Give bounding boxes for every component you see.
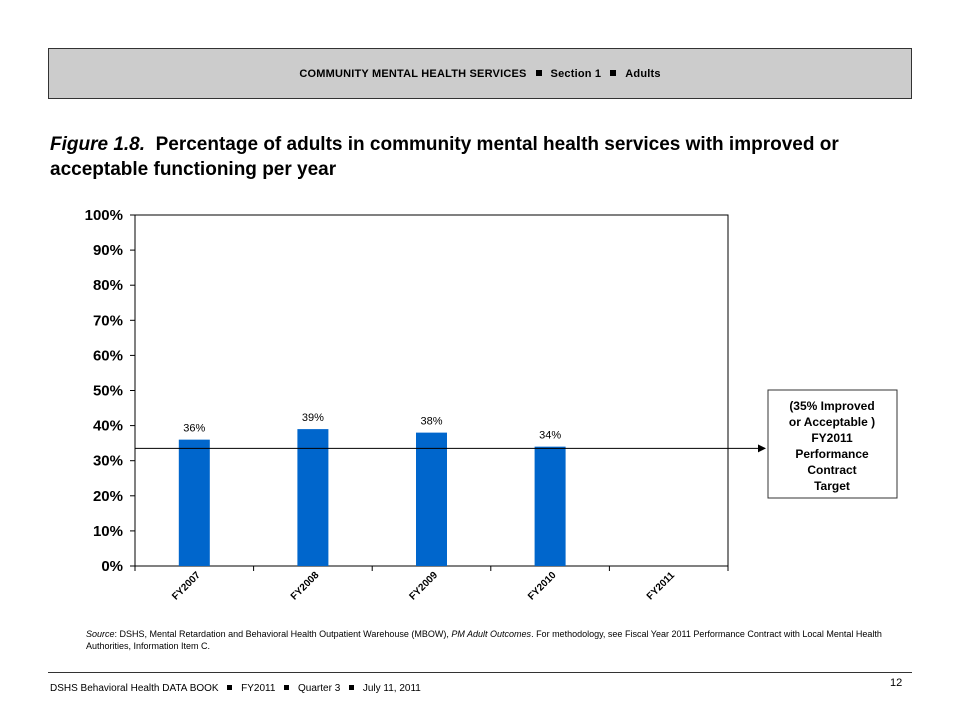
target-label-line: FY2011 bbox=[811, 431, 853, 445]
bullet-square-icon bbox=[284, 684, 290, 690]
figure-title: Figure 1.8. Percentage of adults in comm… bbox=[50, 132, 850, 182]
source-note: Source: DSHS, Mental Retardation and Beh… bbox=[86, 628, 916, 652]
footer-fiscal-year: FY2011 bbox=[241, 683, 276, 694]
data-label: 34% bbox=[539, 430, 561, 442]
target-label-line: (35% Improved bbox=[789, 399, 874, 413]
bar bbox=[178, 439, 210, 566]
bullet-square-icon bbox=[610, 69, 617, 76]
section-header-band: COMMUNITY MENTAL HEALTH SERVICES Section… bbox=[48, 48, 912, 99]
footer-publication: DSHS Behavioral Health DATA BOOK bbox=[50, 683, 219, 694]
header-section-number: Section 1 bbox=[550, 67, 602, 80]
figure-title-text: Percentage of adults in community mental… bbox=[50, 134, 839, 180]
footer-date: July 11, 2011 bbox=[362, 683, 421, 694]
source-dataset: PM Adult Outcomes bbox=[451, 629, 532, 639]
y-tick-label: 30% bbox=[93, 453, 123, 470]
page-number: 12 bbox=[890, 677, 903, 689]
figure-label: Figure 1.8. bbox=[50, 134, 146, 155]
x-tick-label: FY2008 bbox=[289, 570, 322, 603]
source-label: Source bbox=[86, 629, 115, 639]
source-text-2: . For methodology, see Fiscal Year 2011 … bbox=[86, 629, 882, 651]
target-label-line: Contract bbox=[807, 463, 856, 477]
y-tick-label: 100% bbox=[85, 207, 123, 224]
x-tick-label: FY2010 bbox=[526, 570, 559, 603]
y-tick-label: 80% bbox=[93, 277, 123, 294]
header-population: Adults bbox=[625, 67, 661, 80]
source-text-1: : DSHS, Mental Retardation and Behaviora… bbox=[114, 629, 452, 639]
y-tick-label: 70% bbox=[93, 312, 123, 329]
y-tick-label: 90% bbox=[93, 242, 123, 259]
target-label-line: Target bbox=[814, 479, 850, 493]
footer-quarter: Quarter 3 bbox=[298, 683, 341, 694]
x-tick-label: FY2011 bbox=[645, 570, 677, 602]
bar bbox=[416, 432, 447, 566]
x-tick-label: FY2009 bbox=[407, 570, 440, 603]
target-label-line: or Acceptable ) bbox=[789, 415, 875, 429]
footer-divider bbox=[48, 672, 912, 673]
data-label: 36% bbox=[183, 423, 205, 435]
bullet-square-icon bbox=[227, 684, 233, 690]
y-tick-label: 20% bbox=[93, 488, 123, 505]
bar bbox=[534, 446, 566, 566]
bullet-square-icon bbox=[535, 69, 542, 76]
x-tick-label: FY2007 bbox=[170, 570, 203, 603]
bar bbox=[297, 429, 329, 566]
data-label: 39% bbox=[302, 412, 324, 424]
y-tick-label: 10% bbox=[93, 523, 123, 540]
target-label-line: Performance bbox=[795, 447, 869, 461]
y-tick-label: 40% bbox=[93, 418, 123, 435]
y-tick-label: 60% bbox=[93, 347, 123, 364]
header-section-name: COMMUNITY MENTAL HEALTH SERVICES bbox=[299, 67, 527, 80]
bullet-square-icon bbox=[349, 684, 355, 690]
footer: DSHS Behavioral Health DATA BOOK FY2011 … bbox=[50, 683, 421, 694]
data-label: 38% bbox=[420, 416, 442, 428]
y-tick-label: 50% bbox=[93, 383, 123, 400]
y-tick-label: 0% bbox=[101, 558, 123, 575]
target-label-box bbox=[767, 389, 898, 499]
